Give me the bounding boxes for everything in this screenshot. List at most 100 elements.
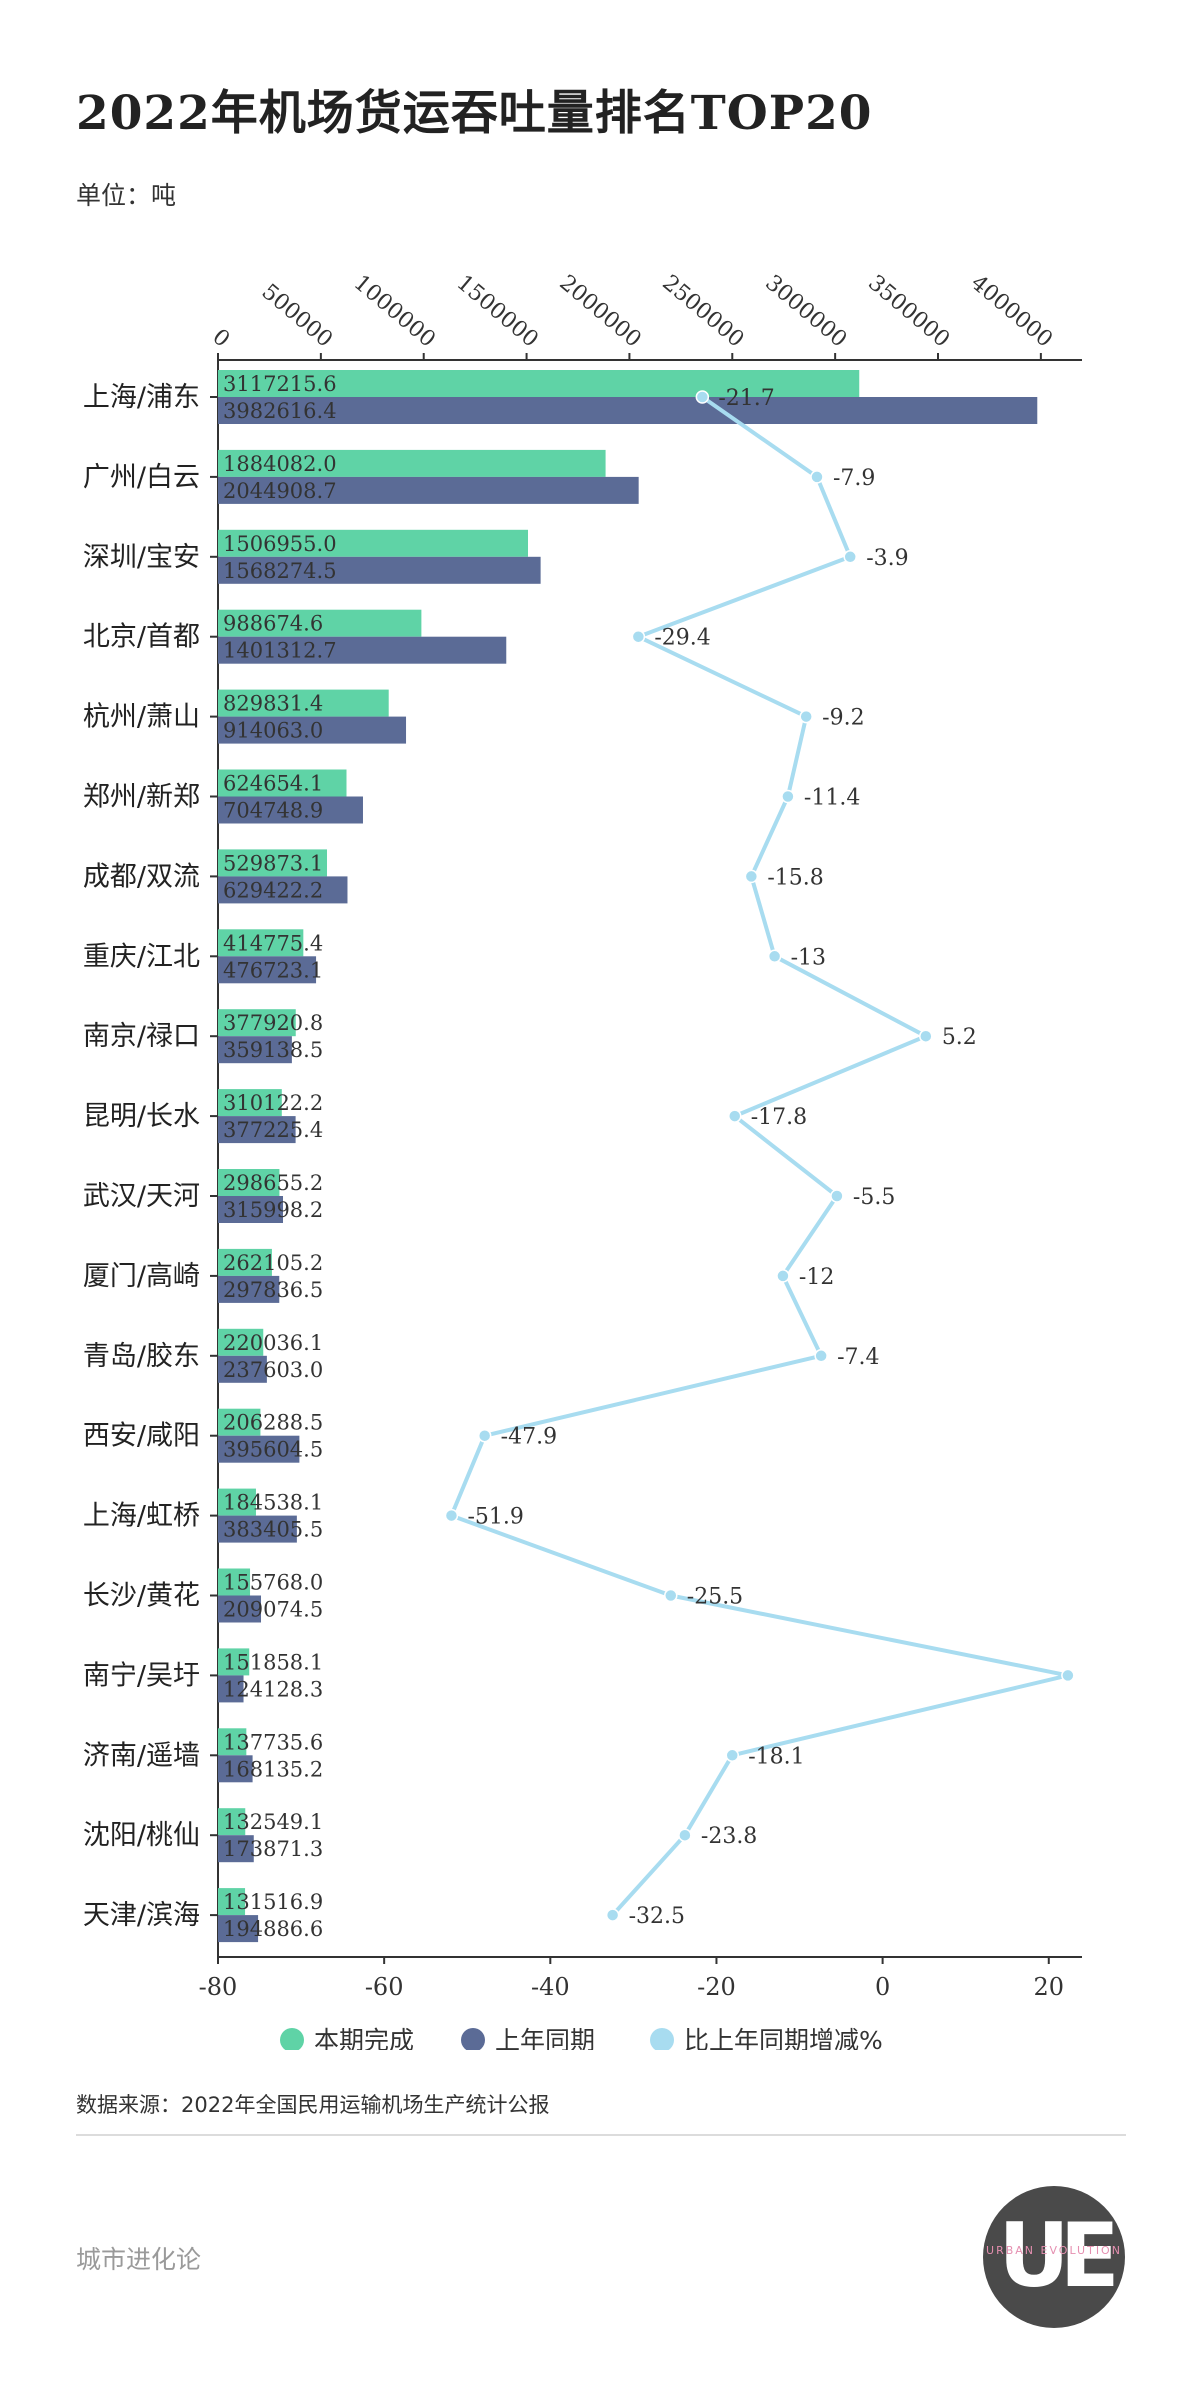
bottom-axis-tick-label: -20 — [697, 1973, 736, 2001]
brand-name: 城市进化论 — [76, 2245, 202, 2274]
bar-previous — [218, 1196, 284, 1223]
bar-current-label: 155768.0 — [223, 1571, 323, 1595]
top-axis-tick-label: 0 — [207, 324, 234, 352]
change-label: -29.4 — [654, 626, 710, 651]
bar-previous — [218, 1036, 292, 1064]
legend-swatch — [461, 2028, 485, 2050]
logo-mark: UE — [998, 2204, 1120, 2307]
category-label: 昆明/长水 — [83, 1101, 200, 1132]
category-label: 上海/虹桥 — [83, 1501, 200, 1532]
category-label: 天津/滨海 — [83, 1900, 200, 1931]
bar-previous — [218, 796, 363, 824]
category-label: 重庆/江北 — [83, 941, 200, 972]
bar-previous-label: 1401312.7 — [223, 639, 337, 663]
bar-current — [218, 769, 347, 797]
bar-current — [218, 1248, 272, 1276]
bar-previous — [218, 1915, 259, 1943]
bar-previous — [218, 636, 507, 664]
bar-previous-label: 209074.5 — [223, 1598, 323, 1622]
legend-label: 比上年同期增减% — [684, 2026, 883, 2050]
top-axis-tick-label: 3500000 — [863, 270, 954, 352]
top-axis-tick-label: 500000 — [257, 279, 337, 352]
change-point — [810, 470, 824, 484]
bar-current-label: 132549.1 — [223, 1810, 323, 1834]
bar-previous — [218, 1435, 300, 1463]
bar-previous-label: 377225.4 — [223, 1118, 323, 1142]
change-label: -12 — [799, 1265, 834, 1290]
change-label: -11.4 — [804, 786, 860, 811]
change-label: -25.5 — [687, 1585, 743, 1610]
bar-previous-label: 629422.2 — [223, 878, 323, 902]
change-point — [444, 1508, 459, 1523]
change-label: -5.5 — [853, 1185, 895, 1210]
ue-logo: UE URBAN EVOLUTION — [983, 2186, 1125, 2328]
bar-current-label: 529873.1 — [223, 851, 323, 875]
category-label: 上海/浦东 — [83, 382, 200, 413]
bar-previous — [218, 476, 639, 504]
legend-swatch — [280, 2028, 304, 2050]
bar-current — [218, 370, 860, 397]
category-label: 长沙/黄花 — [83, 1581, 200, 1612]
top-axis-tick-label: 2500000 — [657, 270, 748, 352]
category-label: 厦门/高崎 — [83, 1261, 200, 1292]
bar-previous — [218, 397, 1038, 424]
bar-current — [218, 689, 389, 717]
change-label: -23.8 — [701, 1824, 757, 1849]
category-label: 沈阳/桃仙 — [83, 1820, 200, 1851]
bar-current — [218, 1169, 280, 1196]
page-title: 2022年机场货运吞吐量排名TOP20 — [76, 86, 873, 141]
change-point — [744, 869, 759, 884]
change-point — [919, 1029, 933, 1043]
bar-previous-label: 2044908.7 — [223, 479, 337, 503]
top-axis-tick-label: 1000000 — [349, 270, 440, 352]
change-point — [799, 709, 813, 724]
bar-current — [218, 529, 529, 557]
bar-previous-label: 124128.3 — [223, 1677, 323, 1701]
bar-previous-label: 383405.5 — [223, 1518, 323, 1542]
bar-current — [218, 1328, 264, 1356]
bar-previous-label: 704748.9 — [223, 799, 323, 823]
bar-previous — [218, 876, 348, 904]
bottom-axis-tick-label: 0 — [875, 1973, 890, 2001]
bar-current-label: 829831.4 — [223, 692, 323, 716]
change-label: -32.5 — [629, 1904, 685, 1929]
change-label: -51.9 — [467, 1505, 523, 1530]
bar-current-label: 1884082.0 — [223, 452, 337, 476]
bar-current-label: 3117215.6 — [223, 372, 337, 396]
change-label: -17.8 — [751, 1105, 807, 1130]
bar-previous — [218, 556, 541, 584]
change-label: -47.9 — [501, 1425, 557, 1450]
legend-label: 本期完成 — [314, 2026, 414, 2050]
change-point — [631, 629, 646, 644]
bar-previous-label: 914063.0 — [223, 719, 323, 743]
change-point — [767, 949, 782, 964]
bar-current — [218, 849, 328, 877]
bar-previous — [218, 1675, 244, 1703]
change-point — [776, 1269, 790, 1283]
change-label: -3.9 — [866, 546, 908, 571]
change-label: -13 — [791, 945, 826, 970]
category-label: 广州/白云 — [83, 462, 200, 493]
change-point — [727, 1109, 742, 1123]
change-point — [843, 550, 857, 564]
bar-current-label: 131516.9 — [223, 1890, 323, 1914]
bar-current — [218, 1009, 296, 1037]
bar-current — [218, 1728, 247, 1756]
change-point — [605, 1908, 620, 1922]
logo-subtext: URBAN EVOLUTION — [986, 2244, 1122, 2257]
bar-previous-label: 395604.5 — [223, 1438, 323, 1462]
change-label: -9.2 — [822, 706, 864, 731]
bar-current — [218, 1488, 256, 1516]
bar-previous — [218, 1275, 280, 1303]
bar-previous-label: 297836.5 — [223, 1278, 323, 1302]
bar-current — [218, 929, 304, 957]
bar-current — [218, 1888, 246, 1916]
bar-previous-label: 173871.3 — [223, 1837, 323, 1861]
bar-previous — [218, 1595, 262, 1623]
category-label: 杭州/萧山 — [83, 702, 200, 733]
change-label: -7.9 — [833, 466, 875, 491]
change-label: -7.4 — [837, 1345, 879, 1370]
unit-label: 单位：吨 — [76, 181, 177, 210]
bar-current-label: 310122.2 — [223, 1091, 323, 1115]
change-point — [664, 1588, 678, 1603]
